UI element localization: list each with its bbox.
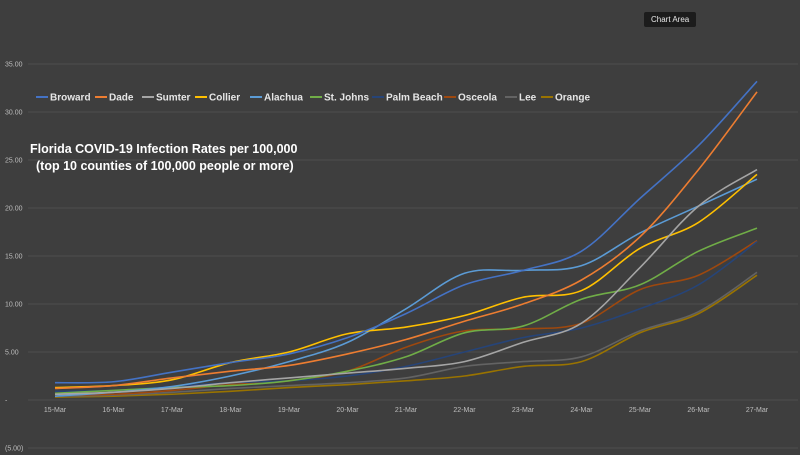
x-axis-ticks: 15-Mar 16-Mar 17-Mar 18-Mar 19-Mar 20-Mar 21-M… [44, 407, 769, 414]
x-tick-label: 16-Mar [102, 407, 125, 414]
x-tick-label: 17-Mar [161, 407, 184, 414]
x-tick-label: 15-Mar [44, 407, 67, 414]
legend-label: Dade [109, 93, 134, 104]
legend: Broward Dade Sumter Collier Alachua St. Johns… [36, 93, 590, 104]
legend-label: Lee [519, 93, 537, 104]
y-tick-label: 10.00 [5, 302, 23, 309]
chart-title: Florida COVID-19 Infection Rates per 100… [30, 141, 297, 175]
series-line-collier [54, 173, 758, 389]
legend-label: Collier [209, 93, 240, 104]
chart-title-line-1: Florida COVID-19 Infection Rates per 100… [30, 142, 298, 156]
series-line-orange [54, 274, 758, 398]
legend-label: Broward [50, 93, 91, 104]
x-tick-label: 23-Mar [512, 407, 535, 414]
y-tick-label: (5.00) [5, 446, 23, 453]
series-line-alachua [54, 178, 758, 397]
x-tick-label: 19-Mar [278, 407, 301, 414]
x-tick-label: 22-Mar [453, 407, 476, 414]
x-tick-label: 25-Mar [629, 407, 652, 414]
legend-label: Orange [555, 93, 590, 104]
series-lines [54, 80, 758, 398]
y-tick-label: 5.00 [5, 350, 19, 357]
legend-label: Palm Beach [386, 93, 443, 104]
series-line-lee [54, 271, 758, 397]
x-tick-label: 20-Mar [336, 407, 359, 414]
x-tick-label: 26-Mar [687, 407, 710, 414]
y-tick-label: - [5, 398, 8, 405]
y-tick-label: 30.00 [5, 110, 23, 117]
legend-label: St. Johns [324, 93, 369, 104]
y-tick-label: 35.00 [5, 62, 23, 69]
series-line-st-johns [54, 227, 758, 395]
series-line-osceola [54, 239, 758, 396]
series-line-broward [54, 80, 758, 384]
x-tick-label: 27-Mar [746, 407, 769, 414]
x-tick-label: 18-Mar [219, 407, 242, 414]
series-line-dade [54, 91, 758, 390]
y-axis-ticks: 35.00 30.00 25.00 20.00 15.00 10.00 5.00 - (5.00… [5, 62, 23, 453]
y-tick-label: 15.00 [5, 254, 23, 261]
series-line-sumter [54, 168, 758, 396]
legend-label: Osceola [458, 93, 497, 104]
legend-label: Sumter [156, 93, 191, 104]
chart-title-line-2: (top 10 counties of 100,000 people or mo… [36, 159, 294, 173]
x-tick-label: 24-Mar [570, 407, 593, 414]
legend-label: Alachua [264, 93, 303, 104]
y-tick-label: 20.00 [5, 206, 23, 213]
x-tick-label: 21-Mar [395, 407, 418, 414]
y-tick-label: 25.00 [5, 158, 23, 165]
chart-area-tooltip: Chart Area [644, 12, 697, 27]
